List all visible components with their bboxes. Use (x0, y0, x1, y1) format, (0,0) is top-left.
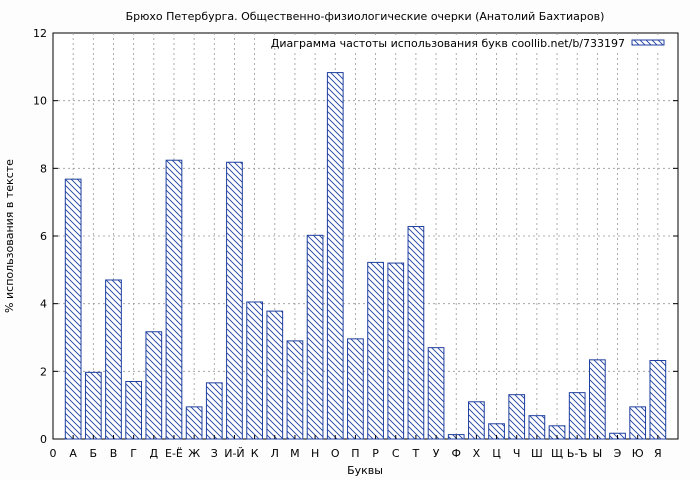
x-tick-label: Ь-Ъ (567, 447, 588, 460)
bar (407, 226, 425, 440)
bar (508, 394, 526, 440)
x-tick-label: Д (150, 447, 159, 460)
bar (185, 406, 203, 440)
y-axis-ticks: 0 2 4 6 8 10 12 (33, 27, 678, 446)
x-tick-label: Г (130, 447, 137, 460)
legend-swatch (631, 39, 665, 46)
y-tick-label: 4 (40, 298, 47, 311)
bar (468, 401, 485, 440)
bar (649, 360, 667, 440)
bar (205, 382, 223, 440)
bar (568, 392, 586, 440)
x-tick-label: Х (473, 447, 481, 460)
y-tick-label: 8 (40, 162, 47, 175)
legend-label: Диаграмма частоты использования букв coo… (271, 37, 625, 50)
bar (367, 261, 384, 440)
x-tick-label: Щ (551, 447, 563, 460)
y-tick-label: 12 (33, 27, 47, 40)
bar (246, 301, 263, 440)
x-tick-label: Э (614, 447, 622, 460)
x-tick-label: З (211, 447, 218, 460)
bar (387, 262, 405, 440)
x-tick-label: Л (271, 447, 279, 460)
x-tick-label: Ч (513, 447, 521, 460)
bar (306, 234, 324, 440)
x-tick-label: Ы (592, 447, 602, 460)
x-tick-label: И-Й (224, 447, 244, 460)
legend: Диаграмма частоты использования букв coo… (271, 35, 674, 51)
bar (629, 406, 647, 440)
bar (286, 340, 304, 440)
x-tick-label: Р (372, 447, 379, 460)
bar (145, 331, 163, 440)
y-tick-label: 2 (40, 365, 47, 378)
y-tick-label: 10 (33, 95, 47, 108)
x-tick-label: Т (412, 447, 420, 460)
x-tick-label: Ф (451, 447, 460, 460)
x-tick-label: О (331, 447, 340, 460)
x-tick-label: Я (654, 447, 662, 460)
x-tick-label: В (110, 447, 118, 460)
x-tick-label: 0 (50, 447, 57, 460)
bar (266, 310, 284, 440)
y-axis-label: % использования в тексте (3, 159, 16, 313)
x-tick-label: Ш (531, 447, 543, 460)
bar (64, 178, 82, 440)
x-tick-label: М (290, 447, 300, 460)
chart-title: Брюхо Петербурга. Общественно-физиологич… (126, 10, 605, 23)
x-tick-label: П (351, 447, 359, 460)
bar (427, 347, 445, 440)
x-axis-ticks: 0 А Б В Г Д Е-Ё Ж З И-Й К Л М Н О П Р С Т У Ф Х Ц Ч Ш Щ Ь-Ъ Ы Э Ю Я (50, 435, 662, 460)
bar (165, 159, 183, 440)
x-tick-label: Ж (188, 447, 200, 460)
x-tick-label: Ю (632, 447, 644, 460)
x-tick-label: А (69, 447, 77, 460)
x-axis-label: Буквы (347, 464, 383, 477)
x-tick-label: Б (90, 447, 98, 460)
bar (588, 359, 606, 440)
bar (226, 161, 243, 440)
x-tick-label: К (251, 447, 259, 460)
y-tick-label: 6 (40, 230, 47, 243)
x-tick-label: Е-Ё (165, 447, 183, 460)
x-tick-label: Ц (492, 447, 501, 460)
y-tick-label: 0 (40, 433, 47, 446)
bars (64, 72, 667, 440)
bar (326, 72, 344, 440)
bar (347, 338, 364, 440)
bar (125, 380, 143, 440)
grid-lines (53, 33, 678, 439)
x-tick-label: С (392, 447, 400, 460)
x-tick-label: У (433, 447, 440, 460)
legend-background (276, 35, 674, 51)
bar (105, 279, 122, 440)
bar (84, 371, 102, 440)
x-tick-label: Н (311, 447, 319, 460)
